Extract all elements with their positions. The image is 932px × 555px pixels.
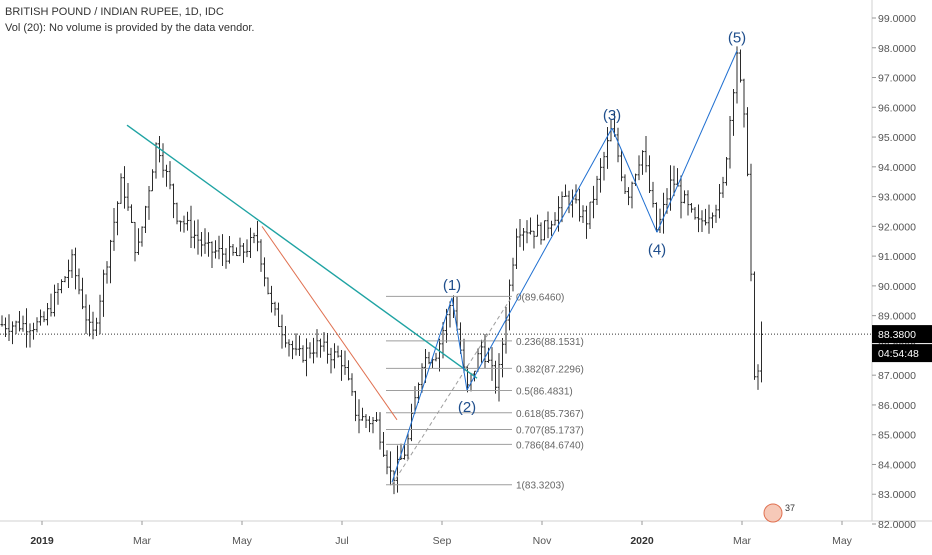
price-tick-label: 89.0000 [878,311,916,323]
fib-anchor-line [391,296,513,485]
chart-title: BRITISH POUND / INDIAN RUPEE, 1D, IDC [5,6,224,18]
time-tick-label: May [832,535,853,547]
price-tick-label: 84.0000 [878,459,916,471]
fib-level-label: 0.707(85.1737) [516,426,584,437]
elliott-wave-label: (2) [458,399,476,416]
time-tick-label: 2019 [30,535,54,547]
price-tick-label: 96.0000 [878,102,916,114]
fib-level-label: 1(83.3203) [516,481,564,492]
trendline[interactable] [126,124,478,379]
red-trendline[interactable] [261,226,398,421]
price-tick-label: 99.0000 [878,13,916,25]
countdown-tag [872,344,932,363]
elliott-wave-line[interactable] [391,297,453,483]
time-tick-label: 2020 [630,535,654,547]
event-flag-icon[interactable] [763,503,783,523]
last-price-label: 88.3800 [878,329,916,341]
fib-level-label: 0.382(87.2296) [516,364,584,375]
event-flag-count: 37 [785,503,795,513]
elliott-wave-line[interactable] [466,127,613,391]
price-tick-label: 93.0000 [878,192,916,204]
time-tick-label: Sep [433,535,452,547]
time-tick-label: May [232,535,253,547]
countdown-label: 04:54:48 [878,348,919,360]
time-tick-label: Nov [533,535,552,547]
fib-level-label: 0.786(84.6740) [516,440,584,451]
elliott-wave-label: (5) [728,30,746,47]
price-tick-label: 85.0000 [878,430,916,442]
price-tick-label: 98.0000 [878,43,916,55]
elliott-wave-label: (4) [648,241,666,258]
time-tick-label: Jul [335,535,348,547]
time-tick-label: Mar [133,535,152,547]
price-tick-label: 97.0000 [878,73,916,85]
elliott-wave-line[interactable] [656,50,738,233]
elliott-wave-label: (1) [443,277,461,294]
last-price-tag [872,325,932,344]
fib-level-label: 0.618(85.7367) [516,409,584,420]
time-tick-label: Mar [733,535,752,547]
price-tick-label: 95.0000 [878,132,916,144]
elliott-wave-label: (3) [603,107,621,124]
elliott-wave-line[interactable] [451,297,468,391]
price-tick-label: 87.0000 [878,370,916,382]
price-tick-label: 83.0000 [878,489,916,501]
price-tick-label: 90.0000 [878,281,916,293]
volume-note: Vol (20): No volume is provided by the d… [5,22,255,34]
fib-level-label: 0(89.6460) [516,292,564,303]
price-tick-label: 94.0000 [878,162,916,174]
price-tick-label: 92.0000 [878,221,916,233]
fib-level-label: 0.236(88.1531) [516,337,584,348]
price-tick-label: 91.0000 [878,251,916,263]
price-tick-label: 82.0000 [878,519,916,531]
elliott-wave-line[interactable] [611,127,658,233]
price-tick-label: 86.0000 [878,400,916,412]
fib-level-label: 0.5(86.4831) [516,387,573,398]
